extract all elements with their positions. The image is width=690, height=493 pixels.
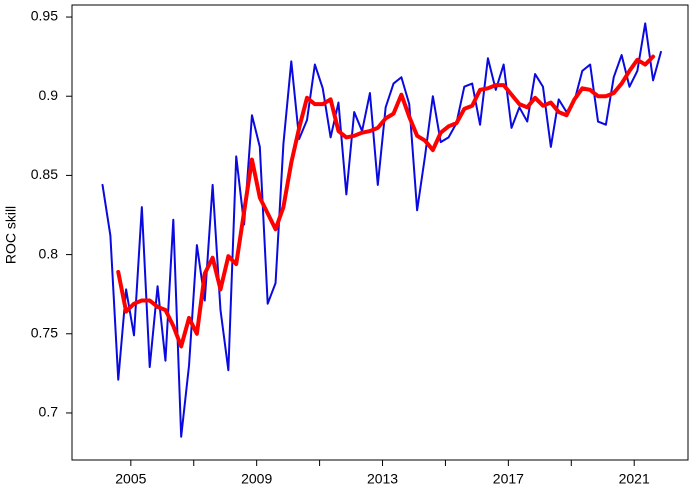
series-line	[116, 54, 656, 349]
y-tick-label: 0.75	[31, 324, 58, 340]
x-tick-label: 2021	[619, 471, 650, 487]
plot-frame	[71, 4, 689, 461]
x-tick-label: 2009	[241, 471, 272, 487]
x-tick-label: 2017	[493, 471, 524, 487]
y-tick-label: 0.95	[31, 8, 58, 24]
y-tick-label: 0.8	[39, 245, 59, 261]
x-tick-label: 2005	[115, 471, 146, 487]
x-tick-label: 2013	[367, 471, 398, 487]
series-line	[101, 22, 662, 438]
y-tick-label: 0.9	[39, 87, 59, 103]
y-tick-label: 0.85	[31, 166, 58, 182]
y-axis-label: ROC skill	[3, 206, 19, 264]
y-tick-label: 0.7	[39, 404, 59, 420]
